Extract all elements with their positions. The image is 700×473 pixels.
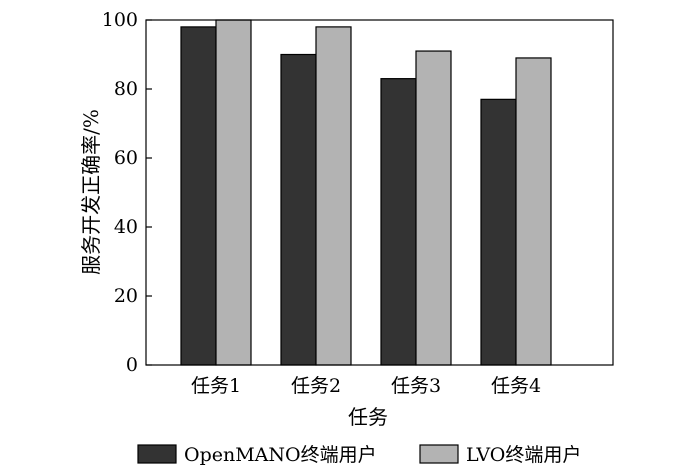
y-tick-label: 80 [114,78,138,100]
bar-lvo-2 [315,26,352,366]
y-tick-label: 20 [114,285,138,307]
y-tick-label: 60 [114,147,138,169]
x-axis: 任务1 任务2 任务3 任务4 [191,375,541,397]
y-tick-label: 40 [114,216,138,238]
bar-openmano-1 [180,26,217,366]
x-tick-label: 任务4 [491,375,541,397]
bar-lvo-3 [415,50,452,366]
legend-label: OpenMANO终端用户 [184,444,377,466]
x-tick-label: 任务3 [391,375,441,397]
y-tick-label: 0 [126,354,138,376]
bars-layer [180,19,552,366]
legend-swatch [137,444,177,464]
legend: OpenMANO终端用户 LVO终端用户 [137,444,581,466]
bar-openmano-4 [480,98,517,366]
y-axis: 0 20 40 60 80 100 [102,9,152,376]
bar-lvo-4 [515,57,552,366]
plot-area-frame [145,19,614,366]
bar-lvo-1 [215,19,252,366]
legend-swatch [419,444,459,464]
bar-openmano-3 [380,78,417,366]
y-axis-title: 服务开发正确率/% [79,109,103,275]
legend-label: LVO终端用户 [466,444,581,466]
bar-openmano-2 [280,53,317,366]
x-axis-title: 任务 [348,405,388,429]
x-tick-label: 任务1 [191,375,241,397]
x-tick-label: 任务2 [291,375,341,397]
y-tick-label: 100 [102,9,138,31]
